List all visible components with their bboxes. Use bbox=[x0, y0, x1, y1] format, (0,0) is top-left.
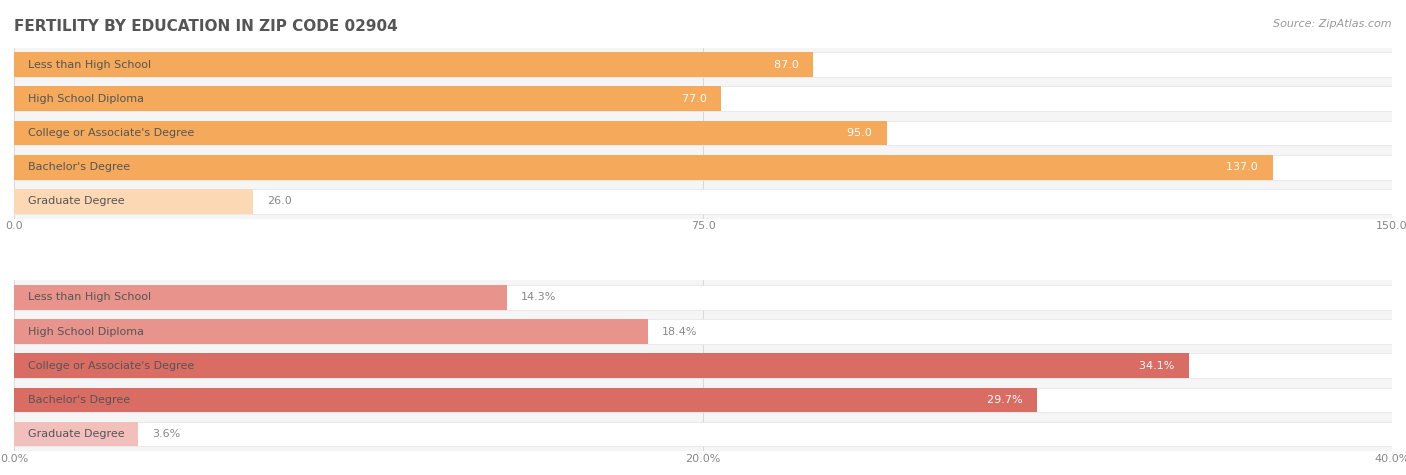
Text: College or Associate's Degree: College or Associate's Degree bbox=[21, 128, 194, 138]
Bar bbox=[14, 285, 1392, 310]
Text: Graduate Degree: Graduate Degree bbox=[21, 196, 125, 207]
Bar bbox=[14, 121, 1392, 145]
Text: 34.1%: 34.1% bbox=[1139, 361, 1178, 371]
Bar bbox=[14, 189, 1392, 214]
Text: 77.0: 77.0 bbox=[682, 94, 710, 104]
Text: Source: ZipAtlas.com: Source: ZipAtlas.com bbox=[1274, 19, 1392, 29]
Text: FERTILITY BY EDUCATION IN ZIP CODE 02904: FERTILITY BY EDUCATION IN ZIP CODE 02904 bbox=[14, 19, 398, 34]
Text: 87.0: 87.0 bbox=[773, 59, 803, 70]
Bar bbox=[14, 388, 1392, 412]
Text: 95.0: 95.0 bbox=[848, 128, 876, 138]
Text: 3.6%: 3.6% bbox=[152, 429, 180, 439]
Bar bbox=[14, 86, 1392, 111]
Bar bbox=[14, 353, 1392, 378]
Text: Bachelor's Degree: Bachelor's Degree bbox=[21, 395, 131, 405]
Bar bbox=[14, 86, 721, 111]
Bar bbox=[14, 155, 1272, 180]
Bar bbox=[14, 422, 138, 446]
Bar bbox=[14, 121, 887, 145]
Text: Less than High School: Less than High School bbox=[21, 292, 150, 303]
Bar bbox=[14, 353, 1188, 378]
Text: 29.7%: 29.7% bbox=[987, 395, 1026, 405]
Bar bbox=[14, 388, 1038, 412]
Bar bbox=[14, 285, 506, 310]
Bar bbox=[14, 189, 253, 214]
Text: High School Diploma: High School Diploma bbox=[21, 326, 143, 337]
Text: 14.3%: 14.3% bbox=[520, 292, 555, 303]
Bar bbox=[14, 319, 648, 344]
Bar bbox=[14, 155, 1392, 180]
Text: 18.4%: 18.4% bbox=[662, 326, 697, 337]
Bar bbox=[14, 52, 1392, 77]
Bar bbox=[14, 52, 813, 77]
Text: College or Associate's Degree: College or Associate's Degree bbox=[21, 361, 194, 371]
Text: Less than High School: Less than High School bbox=[21, 59, 150, 70]
Text: 137.0: 137.0 bbox=[1226, 162, 1261, 172]
Bar bbox=[14, 422, 1392, 446]
Bar bbox=[14, 319, 1392, 344]
Text: Bachelor's Degree: Bachelor's Degree bbox=[21, 162, 131, 172]
Text: High School Diploma: High School Diploma bbox=[21, 94, 143, 104]
Text: 26.0: 26.0 bbox=[267, 196, 291, 207]
Text: Graduate Degree: Graduate Degree bbox=[21, 429, 125, 439]
